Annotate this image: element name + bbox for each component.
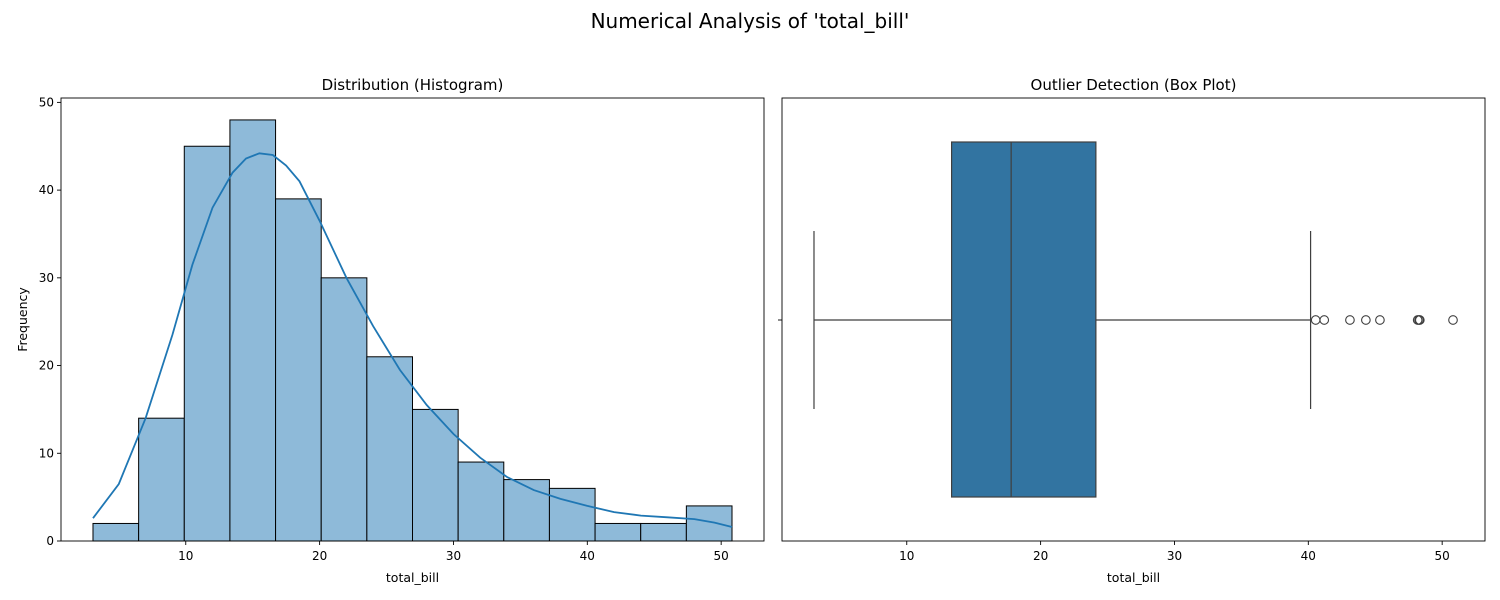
- boxplot-x-ticks: 10 20 30 40 50: [899, 541, 1450, 563]
- histogram-title: Distribution (Histogram): [322, 76, 504, 94]
- y-tick-label: 30: [39, 271, 54, 285]
- figure-title: Numerical Analysis of 'total_bill': [591, 9, 910, 33]
- outlier-point: [1375, 315, 1385, 325]
- outlier-point: [1345, 315, 1355, 325]
- histogram-bar: [412, 408, 459, 542]
- y-tick-label: 40: [39, 183, 54, 197]
- interquartile-box: [950, 141, 1097, 498]
- boxplot-x-label: total_bill: [1107, 570, 1160, 585]
- y-tick-label: 20: [39, 359, 54, 373]
- x-tick-label: 40: [1301, 549, 1316, 563]
- histogram-bar: [138, 417, 185, 542]
- histogram-bar: [640, 522, 687, 542]
- histogram-bar: [183, 145, 231, 542]
- boxplot-body: [813, 141, 1458, 498]
- histogram-bar: [548, 487, 596, 542]
- histogram-bar: [503, 479, 550, 542]
- outlier-point: [1414, 315, 1425, 325]
- x-tick-label: 30: [1167, 549, 1182, 563]
- histogram-bar: [92, 522, 140, 542]
- x-tick-label: 50: [714, 549, 729, 563]
- histogram-bar: [366, 356, 413, 542]
- histogram-bars: [92, 119, 733, 542]
- kde-curve: [92, 152, 733, 528]
- x-tick-label: 20: [312, 549, 327, 563]
- histogram-bar: [229, 119, 277, 542]
- histogram-bar: [457, 461, 505, 542]
- boxplot-panel: Outlier Detection (Box Plot) 10 20 30 40 50 …: [778, 76, 1486, 585]
- histogram-x-label: total_bill: [386, 570, 439, 585]
- histogram-bar: [275, 198, 322, 542]
- histogram-bar: [594, 522, 642, 542]
- outlier-point: [1310, 315, 1321, 325]
- boxplot-axes-frame: [781, 97, 1486, 542]
- outlier-point: [1448, 315, 1458, 325]
- histogram-bar: [320, 277, 368, 542]
- boxplot-title: Outlier Detection (Box Plot): [1031, 76, 1237, 94]
- histogram-y-ticks: 0 10 20 30 40 50: [39, 95, 61, 548]
- histogram-bar: [685, 505, 733, 542]
- y-tick-label: 0: [46, 534, 54, 548]
- outlier-point: [1361, 315, 1371, 325]
- y-tick-label: 50: [39, 95, 54, 109]
- x-tick-label: 10: [178, 549, 193, 563]
- x-tick-label: 40: [580, 549, 595, 563]
- histogram-axes-frame: [60, 97, 765, 542]
- histogram-x-ticks: 10 20 30 40 50: [178, 541, 729, 563]
- x-tick-label: 50: [1435, 549, 1450, 563]
- outlier-point: [1319, 315, 1330, 325]
- histogram-y-label: Frequency: [15, 287, 30, 352]
- y-tick-label: 10: [39, 446, 54, 460]
- x-tick-label: 30: [446, 549, 461, 563]
- histogram-panel: Distribution (Histogram) 10 20 30 40 50 0 10 2…: [15, 76, 765, 585]
- x-tick-label: 10: [899, 549, 914, 563]
- x-tick-label: 20: [1033, 549, 1048, 563]
